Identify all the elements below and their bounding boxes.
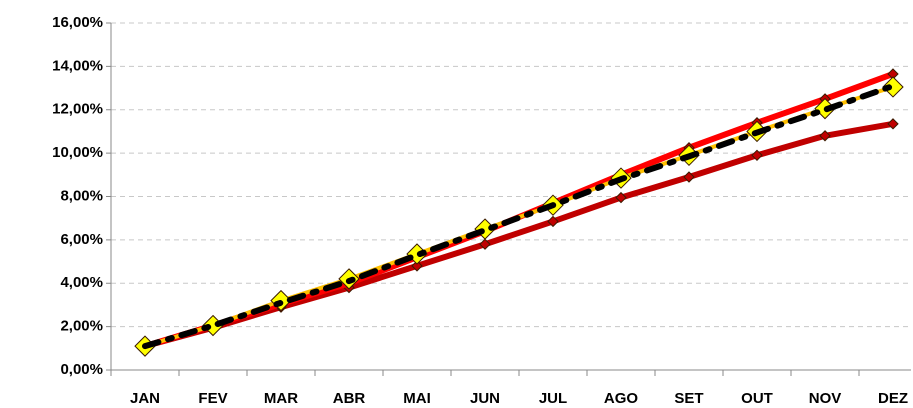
x-tick-label: JAN (130, 390, 160, 407)
series (139, 118, 899, 352)
y-tick-label: 6,00% (60, 231, 103, 248)
x-tick-label: OUT (741, 390, 773, 407)
x-tick-label: NOV (809, 390, 842, 407)
x-tick-label: AGO (604, 390, 639, 407)
x-tick-label: MAR (264, 390, 298, 407)
x-tick-label: DEZ (878, 390, 908, 407)
series (142, 82, 896, 350)
marker (615, 191, 627, 204)
marker (887, 118, 899, 130)
y-tick-label: 4,00% (60, 274, 103, 291)
x-tick-label: SET (674, 390, 703, 407)
x-tick-label: MAI (403, 390, 431, 407)
marker (882, 76, 904, 98)
marker (411, 260, 423, 272)
y-tick-label: 10,00% (52, 144, 103, 161)
marker (683, 171, 695, 183)
y-tick-label: 16,00% (52, 14, 103, 31)
line (142, 70, 896, 350)
marker (479, 238, 491, 250)
x-tick-label: ABR (333, 390, 366, 407)
marker (819, 130, 831, 142)
x-tick-label: FEV (198, 390, 227, 407)
x-tick-label: JUN (470, 390, 500, 407)
y-tick-label: 12,00% (52, 101, 103, 118)
marker (751, 149, 763, 162)
y-tick-label: 0,00% (60, 361, 103, 378)
y-tick-label: 2,00% (60, 318, 103, 335)
x-tick-label: JUL (539, 390, 567, 407)
line (142, 82, 896, 350)
y-tick-label: 14,00% (52, 57, 103, 74)
y-tick-label: 8,00% (60, 187, 103, 204)
marker (547, 215, 559, 228)
